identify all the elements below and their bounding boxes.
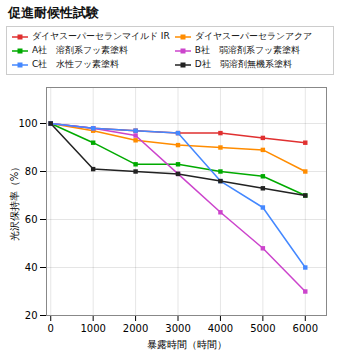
- html-text:ダイヤスーパーセランマイルド IR: ダイヤスーパーセランマイルド IR: [32, 31, 170, 41]
- svg-text:6000: 6000: [293, 323, 318, 334]
- svg-text:5000: 5000: [250, 323, 275, 334]
- svg-text:0: 0: [48, 323, 54, 334]
- html-text:B社 弱溶剤系フッ素塗料: B社 弱溶剤系フッ素塗料: [194, 45, 300, 55]
- html-text:促進耐候性試験: 促進耐候性試験: [8, 5, 99, 20]
- html-text:D社 弱溶剤無機系塗料: D社 弱溶剤無機系塗料: [194, 59, 292, 69]
- svg-text:1000: 1000: [80, 323, 105, 334]
- svg-text:2000: 2000: [123, 323, 148, 334]
- html-text:ダイヤスーパーセランアクア: ダイヤスーパーセランアクア: [194, 31, 312, 41]
- svg-text:100: 100: [18, 118, 37, 129]
- html-text:A社 溶剤系フッ素塗料: A社 溶剤系フッ素塗料: [32, 45, 129, 55]
- svg-text:3000: 3000: [165, 323, 190, 334]
- svg-text:20: 20: [25, 310, 38, 321]
- svg-text:60: 60: [25, 214, 38, 225]
- svg-text:暴露時間（時間）: 暴露時間（時間）: [147, 339, 227, 350]
- svg-text:80: 80: [25, 166, 38, 177]
- svg-text:4000: 4000: [208, 323, 233, 334]
- html-text:C社 水性フッ素塗料: C社 水性フッ素塗料: [32, 59, 120, 69]
- svg-text:光沢保持率（%）: 光沢保持率（%）: [9, 162, 20, 242]
- svg-text:40: 40: [25, 262, 38, 273]
